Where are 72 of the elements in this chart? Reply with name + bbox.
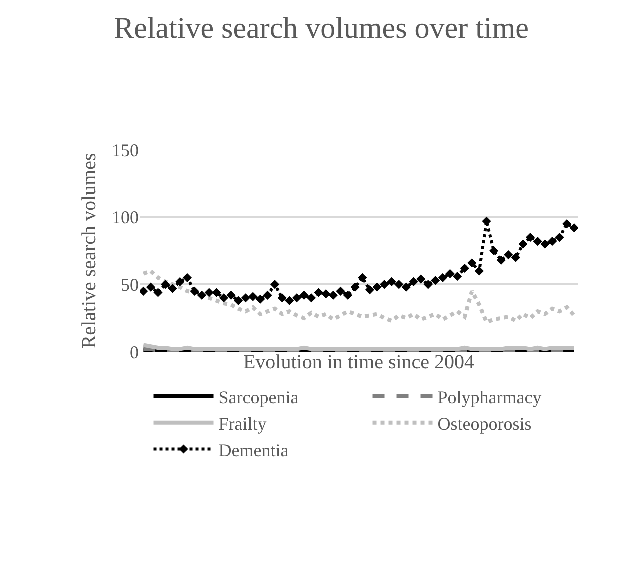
- point: [350, 282, 360, 292]
- point: [241, 294, 250, 303]
- point: [562, 220, 572, 229]
- point: [234, 296, 244, 306]
- point: [182, 273, 192, 282]
- point: [248, 292, 258, 302]
- point: [204, 288, 214, 298]
- point: [285, 296, 294, 306]
- point: [168, 284, 178, 294]
- point: [387, 277, 396, 287]
- point: [416, 274, 426, 284]
- point: [446, 269, 455, 278]
- point: [336, 286, 346, 296]
- point: [570, 224, 578, 233]
- point: [307, 294, 316, 303]
- point: [518, 240, 528, 249]
- point: [146, 282, 156, 292]
- y-tick-label: 0: [130, 342, 139, 362]
- point: [540, 240, 550, 249]
- point: [256, 294, 265, 304]
- point: [533, 237, 542, 246]
- point: [263, 290, 272, 300]
- point: [212, 288, 222, 298]
- point: [526, 232, 536, 242]
- y-tick-label: 50: [121, 274, 139, 295]
- point: [460, 264, 470, 274]
- point: [358, 273, 368, 282]
- point: [511, 253, 520, 262]
- point: [328, 290, 338, 300]
- point: [226, 290, 236, 300]
- chart-title: Relative search volumes over time: [114, 12, 529, 45]
- point: [394, 280, 404, 290]
- point: [372, 282, 382, 292]
- point: [140, 286, 148, 296]
- point: [365, 286, 374, 295]
- y-axis-title: Relative search volumes: [78, 153, 100, 349]
- point: [402, 282, 411, 292]
- point: [468, 258, 477, 268]
- point: [474, 266, 484, 276]
- y-tick-label: 100: [112, 208, 139, 228]
- point: [431, 276, 440, 286]
- point: [278, 294, 287, 303]
- point: [190, 286, 200, 296]
- point: [176, 277, 185, 287]
- line-series: [142, 269, 576, 324]
- point: [198, 290, 207, 300]
- point: [314, 288, 324, 298]
- legend-label: Osteoporosis: [438, 414, 532, 434]
- point: [438, 273, 448, 282]
- point: [504, 250, 514, 260]
- legend-label: Sarcopenia: [218, 387, 299, 408]
- legend-label: Frailty: [218, 414, 267, 434]
- point: [555, 232, 564, 242]
- point: [380, 280, 390, 290]
- legend-label: Dementia: [218, 440, 289, 460]
- point: [300, 290, 309, 300]
- point: [490, 246, 499, 256]
- point: [453, 272, 462, 282]
- point: [270, 280, 280, 290]
- point: [161, 280, 170, 290]
- y-tick-label: 150: [112, 140, 139, 160]
- point: [322, 290, 331, 299]
- point: [409, 277, 418, 287]
- x-axis-title: Evolution in time since 2004: [243, 352, 475, 374]
- point: [344, 290, 353, 300]
- point: [496, 256, 506, 265]
- point: [154, 288, 163, 298]
- point: [219, 294, 228, 303]
- point: [292, 294, 302, 303]
- legend-label: Polypharmacy: [438, 387, 542, 408]
- point: [548, 237, 557, 246]
- point: [424, 280, 433, 290]
